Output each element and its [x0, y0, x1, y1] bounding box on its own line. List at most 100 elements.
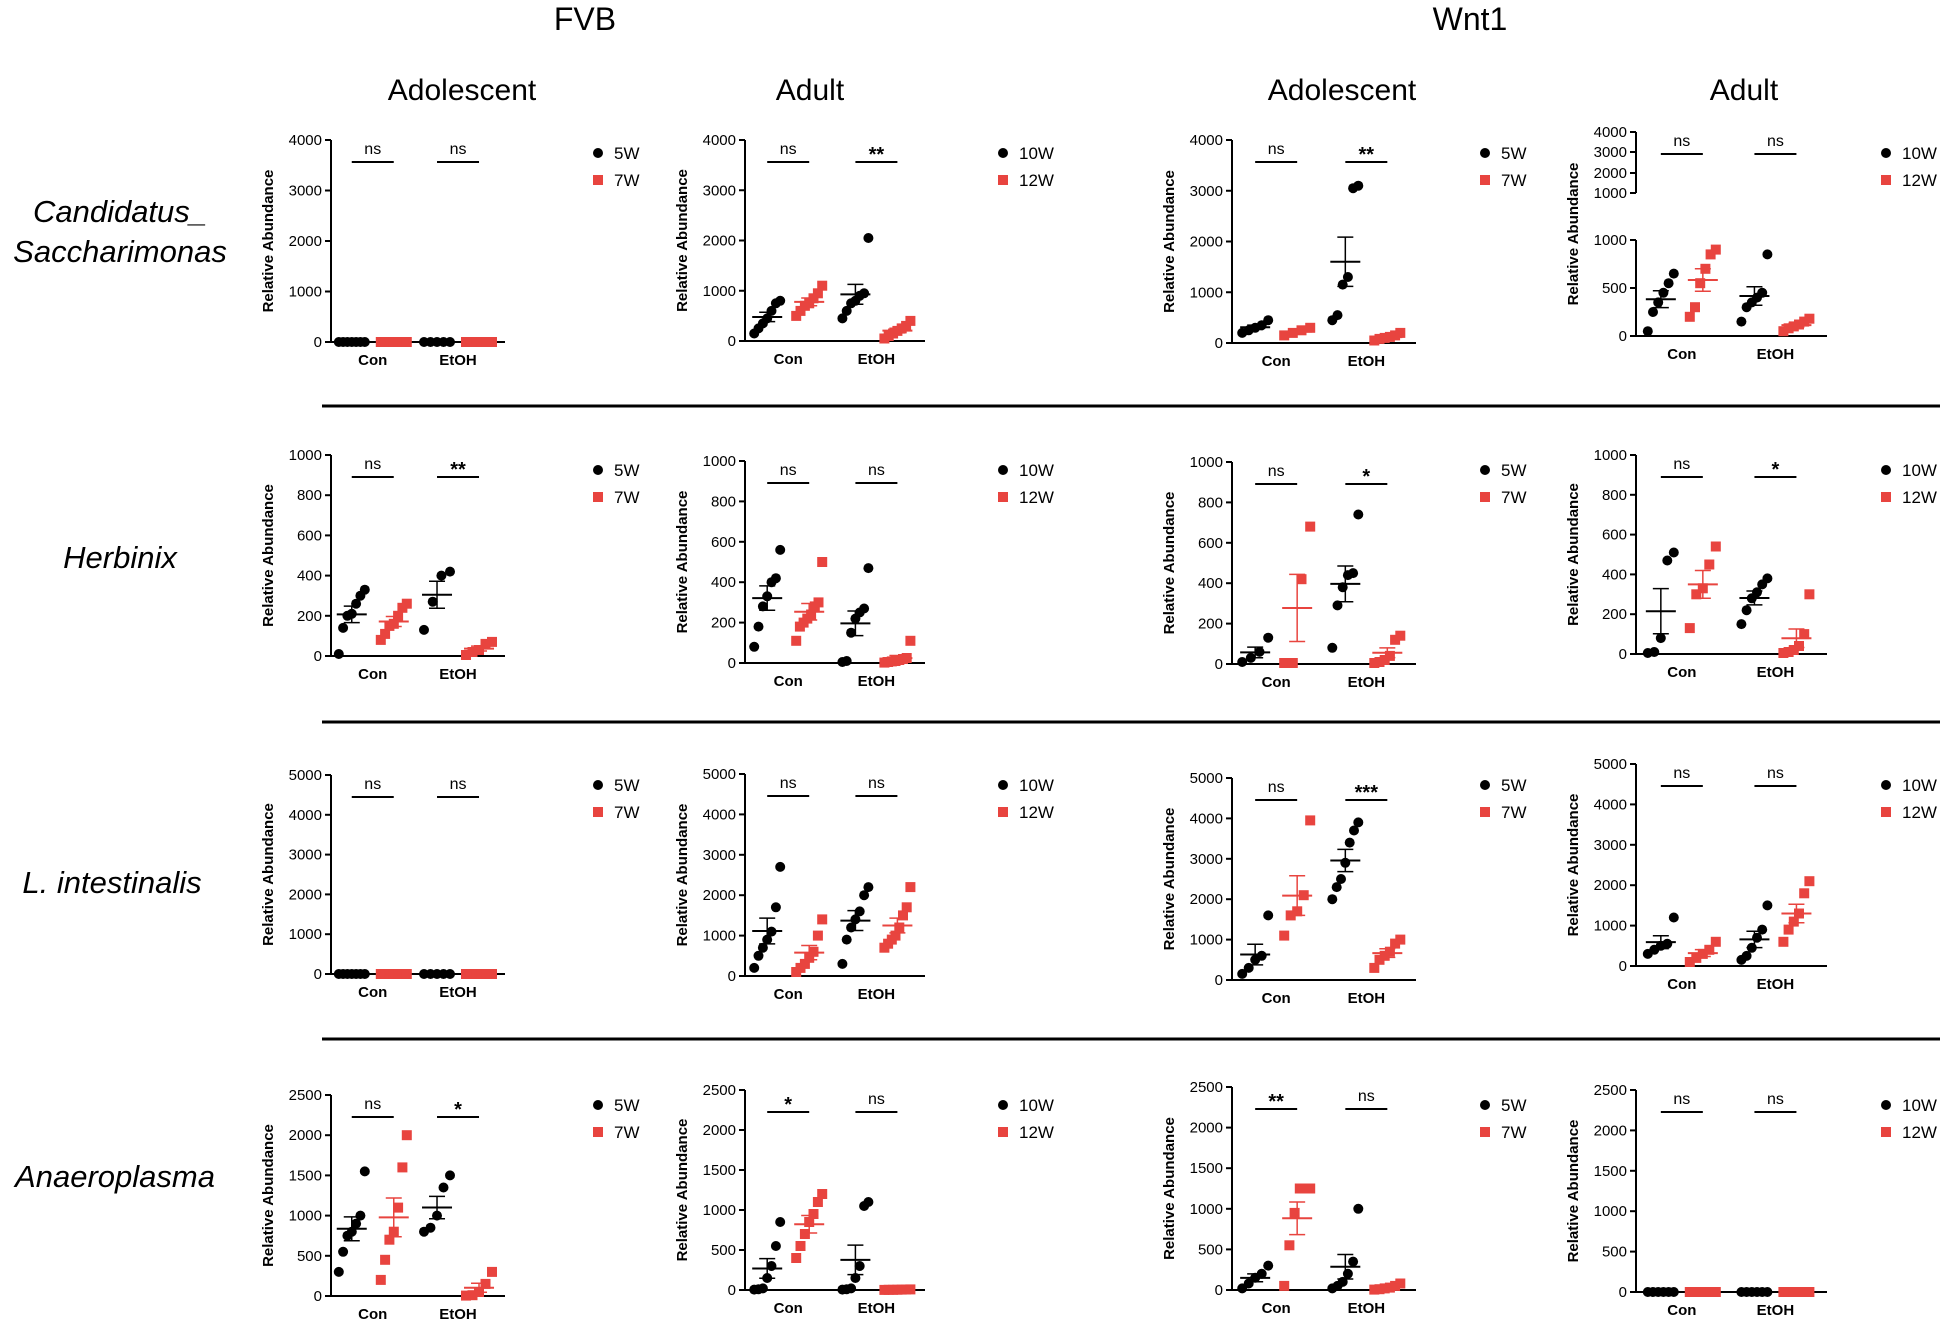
taxon-label: L. intestinalis	[22, 865, 201, 900]
y-axis-label: Relative Abundance	[1565, 1120, 1582, 1263]
y-tick-label: 3000	[703, 847, 736, 864]
y-tick-label: 3000	[1594, 837, 1627, 854]
legend-label: 10W	[1019, 461, 1054, 480]
data-point	[894, 922, 905, 933]
data-point	[461, 650, 471, 660]
data-point	[1741, 605, 1752, 616]
chart-panel: 0 1000 2000 3000 4000 5000 Relative Abundance C…	[260, 767, 640, 1001]
data-point	[863, 882, 874, 893]
x-category-label: Con	[358, 984, 387, 1001]
data-point	[1342, 1268, 1353, 1279]
chart-panel: 0 500 1000 1500 2000 2500 Relative Abundance Co…	[260, 1087, 640, 1323]
y-tick-label: 0	[1215, 972, 1223, 989]
significance-label: ns	[1358, 1088, 1375, 1105]
y-tick-label: 5000	[1190, 770, 1223, 787]
chart-panel: 0 200 400 600 800 1000 Relative Abundance Con Et…	[1565, 447, 1937, 681]
significance-label: ns	[364, 1096, 381, 1113]
legend-label: 7W	[614, 488, 640, 507]
x-category-label: EtOH	[439, 1306, 477, 1323]
data-point	[461, 1290, 471, 1301]
y-axis-label: Relative Abundance	[260, 1124, 277, 1267]
y-tick-label: 3000	[1190, 851, 1223, 868]
data-point	[1374, 954, 1385, 965]
data-point	[1788, 645, 1799, 655]
legend-marker-square	[1881, 492, 1891, 502]
y-tick-label: 0	[728, 333, 736, 350]
data-point	[1684, 623, 1695, 634]
legend-label: 5W	[1501, 144, 1527, 163]
data-point	[425, 1222, 436, 1233]
data-point	[1369, 1284, 1380, 1295]
y-tick-label: 0	[1619, 328, 1627, 345]
data-point	[1788, 916, 1799, 927]
y-tick-label: 0	[728, 655, 736, 672]
data-point	[1783, 924, 1794, 935]
x-category-label: EtOH	[1757, 664, 1795, 681]
y-tick-label: 1000	[289, 284, 322, 301]
y-tick-label: 2500	[1190, 1079, 1223, 1096]
x-category-label: EtOH	[439, 984, 477, 1001]
legend-marker-circle	[1480, 1100, 1490, 1110]
taxon-label-line: Candidatus_	[33, 194, 207, 229]
y-tick-label: 500	[1198, 1241, 1223, 1258]
y-tick-label: 2000	[703, 1122, 736, 1139]
data-point	[775, 1217, 786, 1227]
y-tick-label: 4000	[1190, 810, 1223, 827]
data-point	[480, 638, 491, 649]
data-point	[1263, 1260, 1274, 1271]
data-point	[333, 1266, 344, 1277]
data-point	[1332, 310, 1343, 321]
data-point	[487, 636, 497, 647]
y-tick-label: 1000	[1190, 454, 1223, 471]
data-point	[1799, 888, 1810, 899]
data-point	[1305, 815, 1316, 826]
chart-panel: 0 1000 2000 3000 4000 5000 Relative Abundance C…	[674, 766, 1054, 1003]
strain-header-wnt1: Wnt1	[1433, 1, 1508, 37]
y-tick-label: 200	[711, 615, 736, 632]
legend-label: 7W	[1501, 488, 1527, 507]
y-axis-label: Relative Abundance	[674, 1119, 691, 1262]
y-tick-label: 400	[297, 568, 322, 585]
legend-marker-square	[998, 175, 1008, 185]
legend-label: 10W	[1902, 144, 1937, 163]
x-category-label: Con	[774, 351, 803, 368]
legend-marker-circle	[593, 148, 603, 158]
data-point	[1741, 950, 1752, 961]
data-point	[1762, 573, 1773, 584]
y-axis-label: Relative Abundance	[1161, 808, 1178, 951]
data-point	[1778, 326, 1789, 337]
x-category-label: EtOH	[858, 673, 896, 690]
data-point	[770, 1241, 781, 1251]
data-point	[380, 1254, 391, 1265]
data-point	[812, 930, 823, 941]
y-tick-label: 2000	[1594, 1122, 1627, 1139]
data-point	[905, 882, 916, 893]
legend-label: 5W	[614, 461, 640, 480]
y-tick-label: 1000	[1594, 185, 1627, 202]
data-point	[1374, 1284, 1385, 1295]
data-point	[401, 598, 412, 609]
data-point	[1327, 642, 1338, 653]
y-tick-label: 3000	[703, 182, 736, 199]
significance-label: ns	[1673, 133, 1690, 150]
legend-label: 12W	[1902, 171, 1937, 190]
y-tick-label: 600	[1198, 535, 1223, 552]
data-point	[1294, 1183, 1305, 1194]
taxon-label: Herbinix	[63, 540, 178, 575]
data-point	[355, 1210, 366, 1221]
data-point	[380, 628, 391, 639]
data-point	[1369, 962, 1380, 973]
data-point	[1374, 657, 1385, 667]
x-category-label: EtOH	[1348, 674, 1386, 691]
taxon-label-line: Anaeroplasma	[13, 1159, 215, 1194]
data-point	[1263, 315, 1274, 326]
y-tick-label: 1000	[1594, 1203, 1627, 1220]
data-point	[1369, 335, 1380, 346]
taxon-label-line: L. intestinalis	[22, 865, 201, 900]
x-category-label: Con	[1667, 976, 1696, 993]
legend-marker-circle	[593, 1100, 603, 1110]
data-point	[467, 647, 478, 657]
data-point	[445, 1170, 455, 1181]
y-axis-label: Relative Abundance	[260, 170, 277, 313]
legend-label: 12W	[1902, 488, 1937, 507]
